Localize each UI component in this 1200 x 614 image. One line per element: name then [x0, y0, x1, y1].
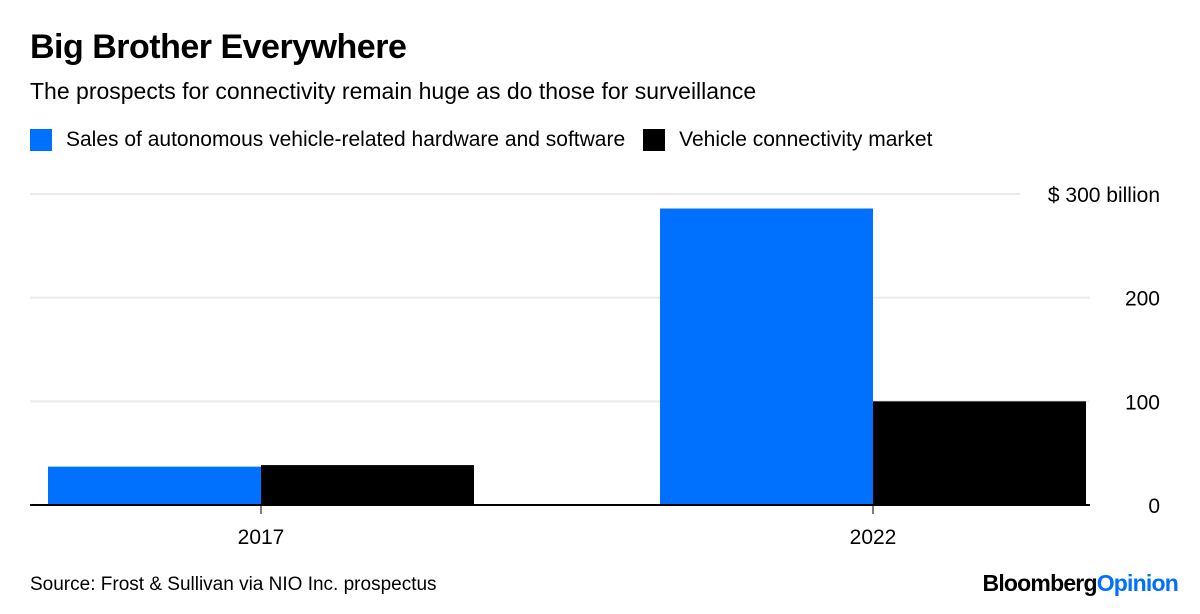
- brand-logo: BloombergOpinion: [982, 570, 1179, 597]
- chart-title: Big Brother Everywhere: [30, 28, 407, 66]
- y-tick-label: 100: [1125, 391, 1160, 414]
- legend: Sales of autonomous vehicle-related hard…: [30, 128, 950, 152]
- bar-2022-connectivity: [873, 401, 1086, 505]
- bar-2022-sales: [660, 208, 873, 505]
- legend-item-connectivity: Vehicle connectivity market: [643, 128, 932, 152]
- y-tick-label: 200: [1125, 288, 1160, 311]
- legend-label: Sales of autonomous vehicle-related hard…: [66, 128, 626, 151]
- legend-label: Vehicle connectivity market: [679, 128, 933, 151]
- y-tick-label: $ 300 billion: [1048, 184, 1160, 207]
- x-tick-label: 2022: [850, 526, 897, 549]
- brand-bloomberg: Bloomberg: [982, 570, 1098, 596]
- bar-2017-connectivity: [261, 465, 474, 505]
- x-tick-label: 2017: [238, 526, 285, 549]
- bar-2017-sales: [48, 466, 261, 505]
- legend-item-sales: Sales of autonomous vehicle-related hard…: [30, 128, 625, 152]
- legend-swatch-black: [643, 129, 666, 151]
- source-note: Source: Frost & Sullivan via NIO Inc. pr…: [30, 574, 437, 595]
- chart-subtitle: The prospects for connectivity remain hu…: [30, 78, 757, 104]
- brand-opinion: Opinion: [1096, 570, 1179, 596]
- legend-swatch-blue: [30, 129, 52, 151]
- y-tick-label: 0: [1148, 495, 1160, 518]
